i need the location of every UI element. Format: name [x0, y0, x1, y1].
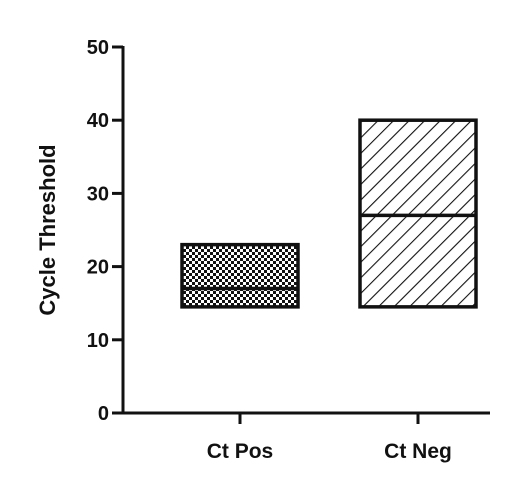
- box-ct-neg: [358, 118, 478, 309]
- x-axis: Ct Pos Ct Neg: [121, 411, 490, 463]
- y-tick-label: 20: [87, 257, 109, 279]
- y-tick-label: 30: [87, 183, 109, 205]
- y-axis-title: Cycle Threshold: [35, 144, 60, 315]
- y-tick-label: 0: [98, 403, 109, 425]
- x-tick-label: Ct Pos: [207, 440, 274, 463]
- y-tick-label: 50: [87, 37, 109, 59]
- box-ct-pos: [180, 242, 300, 309]
- x-tick-label: Ct Neg: [384, 440, 452, 463]
- y-tick-label: 10: [87, 330, 109, 352]
- box-series: [180, 118, 478, 309]
- y-axis: 0 10 20 30 40 50: [87, 37, 125, 425]
- y-tick-label: 40: [87, 110, 109, 132]
